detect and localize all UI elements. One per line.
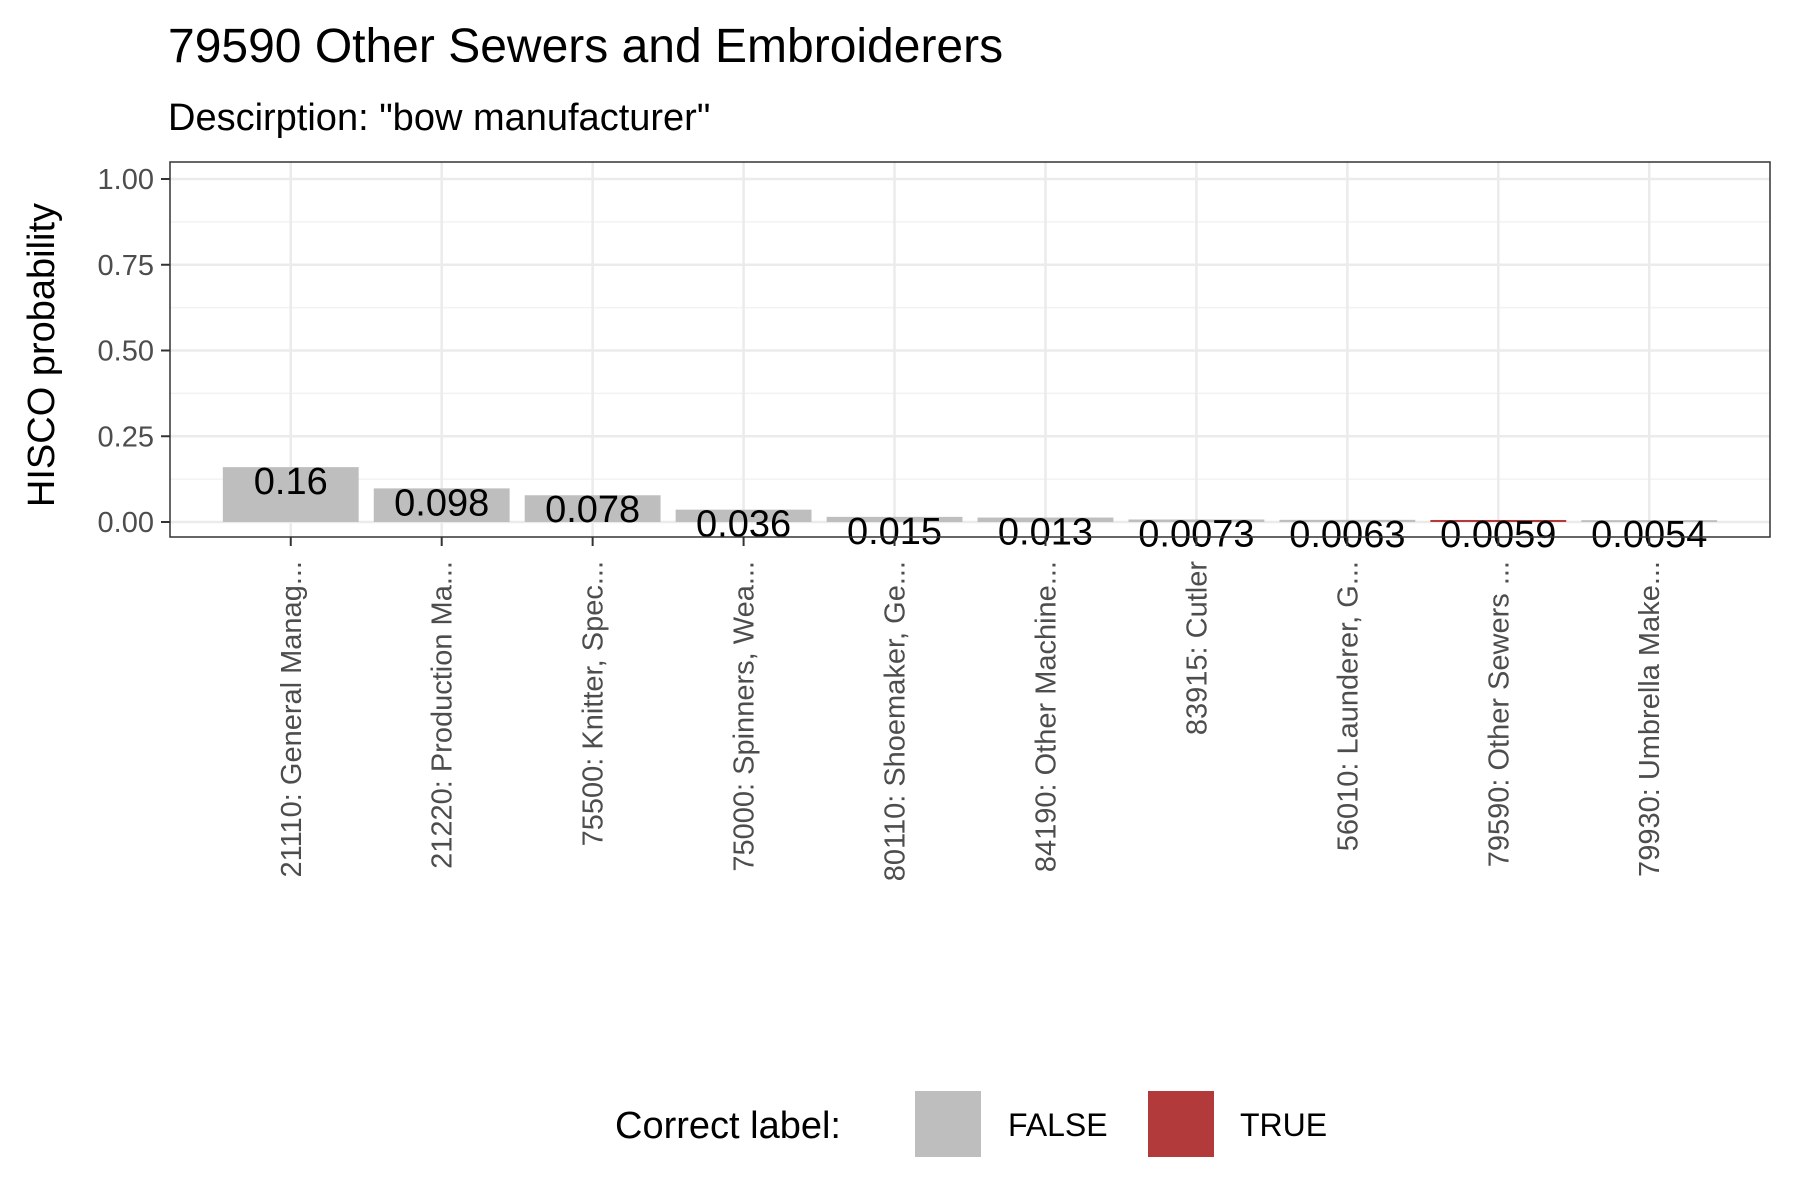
- y-tick-label: 0.50: [98, 336, 154, 368]
- legend-title: Correct label:: [615, 1105, 841, 1147]
- data-label: 0.0063: [1289, 514, 1405, 556]
- legend-key-false: [915, 1091, 981, 1157]
- data-labels: 0.160.098 0.078 0.036 0.015 0.013 0.0073 0.006…: [254, 461, 1708, 556]
- legend-label-true: TRUE: [1240, 1107, 1327, 1143]
- x-tick-label: 79590: Other Sewers ...: [1483, 561, 1515, 867]
- bar: [373, 488, 510, 522]
- bar: [1279, 519, 1416, 522]
- legend: Correct label: FALSE TRUE: [615, 1091, 1327, 1157]
- data-label: 0.0073: [1138, 513, 1254, 555]
- bar: [1430, 519, 1567, 522]
- chart-title: 79590 Other Sewers and Embroiderers: [168, 20, 1003, 73]
- x-tick-label: 75500: Knitter, Spec...: [578, 561, 610, 846]
- x-tick-label: 21220: Production Ma...: [427, 561, 459, 869]
- bar: [1128, 519, 1265, 522]
- data-label: 0.078: [545, 489, 640, 531]
- data-label: 0.013: [998, 512, 1093, 554]
- data-label: 0.015: [847, 511, 942, 553]
- bar: [977, 517, 1114, 522]
- grid: [170, 162, 1770, 537]
- data-label: 0.0054: [1591, 514, 1707, 556]
- legend-label-false: FALSE: [1008, 1107, 1108, 1143]
- y-axis-label: HISCO probability: [21, 203, 63, 507]
- x-tick-label: 21110: General Manag...: [276, 561, 308, 878]
- y-tick-label: 1.00: [98, 164, 154, 196]
- bar: [1581, 520, 1718, 522]
- chart-subtitle: Descirption: "bow manufacturer": [168, 97, 710, 139]
- data-label: 0.0059: [1440, 514, 1556, 556]
- bar: [675, 509, 812, 522]
- x-tick-label: 80110: Shoemaker, Ge...: [880, 561, 912, 881]
- x-tick-label: 75000: Spinners, Wea...: [729, 561, 761, 872]
- y-tick-label: 0.00: [98, 507, 154, 539]
- y-tick-label: 0.75: [98, 250, 154, 282]
- data-label: 0.16: [254, 461, 328, 503]
- axes: 0.00 0.25 0.50 0.75 1.00 21110: General Manag…: [98, 164, 1667, 881]
- x-tick-label: 84190: Other Machine...: [1030, 561, 1062, 872]
- bars: [222, 467, 1718, 522]
- x-tick-label: 56010: Launderer, G...: [1332, 561, 1364, 851]
- x-tick-label: 83915: Cutler: [1181, 561, 1213, 735]
- bar: [826, 516, 963, 522]
- bar: [222, 467, 359, 522]
- x-tick-label: 79930: Umbrella Make...: [1634, 561, 1666, 877]
- bar: [524, 495, 661, 522]
- data-label: 0.098: [394, 482, 489, 524]
- legend-key-true: [1148, 1091, 1214, 1157]
- y-tick-label: 0.25: [98, 421, 154, 453]
